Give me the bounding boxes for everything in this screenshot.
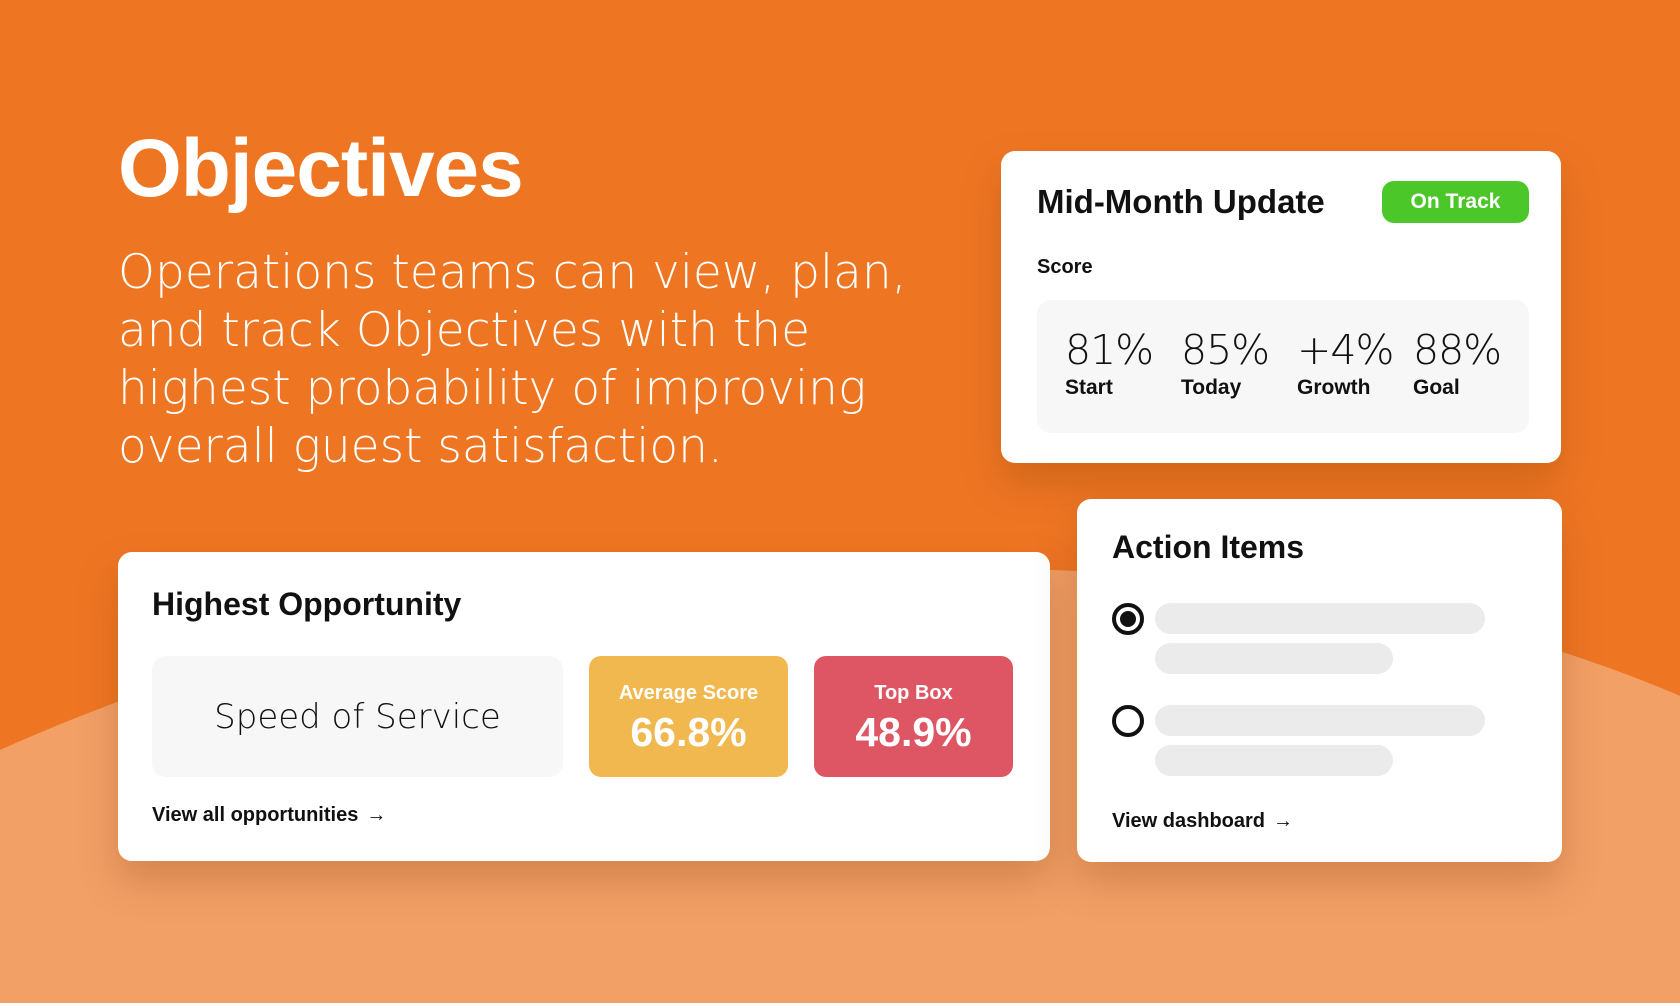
hero-description: Operations teams can view, plan, and tra… <box>118 245 907 474</box>
arrow-right-icon: → <box>366 804 387 826</box>
metric-label: Average Score <box>618 682 759 704</box>
link-label: View dashboard <box>1112 810 1266 832</box>
action-item-placeholder <box>1155 745 1393 776</box>
action-item-placeholder <box>1155 705 1485 736</box>
stat-value: 81% <box>1065 326 1154 374</box>
stat-start: 81% Start <box>1065 326 1181 433</box>
card-title: Highest Opportunity <box>152 586 462 622</box>
average-score-tile: Average Score 66.8% <box>589 656 788 777</box>
card-title: Action Items <box>1112 529 1305 565</box>
action-items-card: Action Items View dashboard → <box>1077 499 1562 862</box>
action-item-radio-checked[interactable] <box>1112 603 1144 635</box>
link-label: View all opportunities <box>152 804 359 826</box>
top-box-tile: Top Box 48.9% <box>814 656 1013 777</box>
stat-goal: 88% Goal <box>1413 326 1529 433</box>
score-stats: 81% Start 85% Today +4% Growth 88% Goal <box>1037 300 1529 433</box>
stat-label: Today <box>1181 376 1242 399</box>
view-dashboard-link[interactable]: View dashboard → <box>1112 810 1293 833</box>
stat-label: Goal <box>1413 376 1460 399</box>
metric-label: Top Box <box>874 682 953 704</box>
highest-opportunity-card: Highest Opportunity Speed of Service Ave… <box>118 552 1050 861</box>
metric-value: 48.9% <box>855 709 972 755</box>
action-item-placeholder <box>1155 603 1485 634</box>
action-item-radio[interactable] <box>1112 705 1144 737</box>
page-title: Objectives <box>118 123 524 214</box>
status-badge: On Track <box>1382 181 1529 223</box>
stat-value: +4% <box>1297 326 1394 374</box>
view-all-opportunities-link[interactable]: View all opportunities → <box>152 804 386 827</box>
action-item-placeholder <box>1155 643 1393 674</box>
arrow-right-icon: → <box>1273 810 1294 832</box>
stat-value: 88% <box>1413 326 1502 374</box>
stat-growth: +4% Growth <box>1297 326 1413 433</box>
card-title: Mid-Month Update <box>1037 183 1325 220</box>
stat-label: Start <box>1065 376 1113 399</box>
mid-month-update-card: Mid-Month Update On Track Score 81% Start… <box>1001 151 1561 463</box>
stat-value: 85% <box>1181 326 1270 374</box>
opportunity-name: Speed of Service <box>152 656 563 777</box>
stat-label: Growth <box>1297 376 1371 399</box>
metric-value: 66.8% <box>630 709 747 755</box>
stat-today: 85% Today <box>1181 326 1297 433</box>
score-label: Score <box>1037 256 1093 278</box>
